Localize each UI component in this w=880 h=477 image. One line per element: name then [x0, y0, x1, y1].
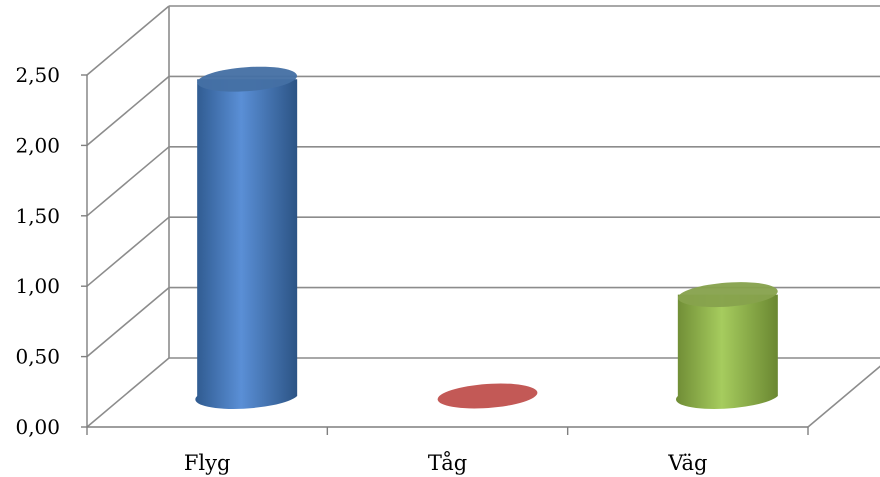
wall-diagonal: [86, 216, 170, 287]
bar-top-shade: [677, 282, 778, 308]
y-tick-label: 2,00: [15, 133, 60, 157]
bar-top: [437, 383, 538, 409]
floor-right-edge: [807, 365, 880, 428]
bars: [195, 66, 778, 409]
wall-diagonal: [86, 75, 170, 147]
x-category-label: Tåg: [428, 451, 467, 475]
y-tick-label: 2,50: [15, 63, 60, 87]
x-category-label: Flyg: [184, 451, 231, 475]
wall-diagonal: [86, 357, 170, 428]
y-tick-label: 1,00: [15, 274, 60, 298]
labels: 0,00 0,50 1,00 1,50 2,00 2,50 Flyg Tåg Väg: [15, 63, 707, 475]
x-category-label: Väg: [667, 451, 707, 475]
bar-flyg: [195, 66, 298, 409]
y-tick-label: 0,50: [15, 345, 60, 369]
axes: [81, 74, 809, 435]
wall-diagonal: [86, 286, 170, 358]
bar-body: [676, 294, 778, 409]
wall-diagonal: [86, 5, 170, 76]
bar-top: [197, 66, 298, 92]
wall-diagonal: [86, 146, 170, 217]
bar-tåg: [437, 383, 538, 409]
bar-väg: [676, 282, 778, 409]
y-tick-label: 1,50: [15, 204, 60, 228]
bar-body: [195, 79, 298, 409]
bar-top-shade: [197, 66, 298, 92]
bar-top: [677, 282, 778, 308]
y-tick-label: 0,00: [15, 415, 60, 439]
